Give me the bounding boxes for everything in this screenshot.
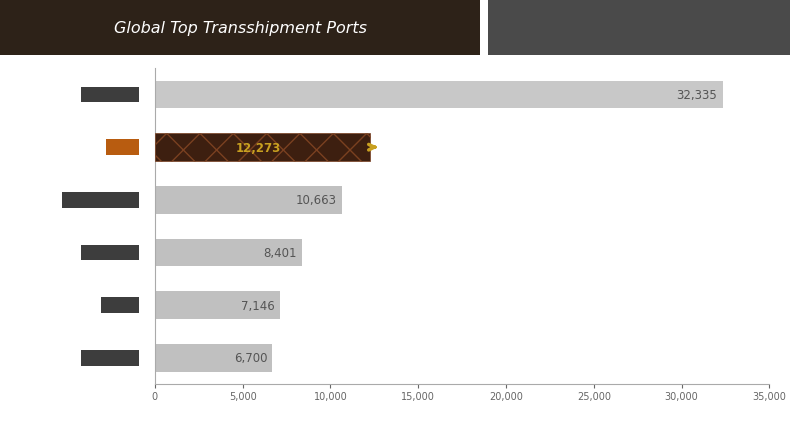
Text: 7,146: 7,146: [241, 299, 275, 312]
Bar: [155, 292, 280, 319]
Text: 12,273: 12,273: [235, 141, 281, 154]
Text: 6,700: 6,700: [234, 351, 267, 365]
Bar: [81, 350, 139, 366]
Bar: [155, 82, 723, 109]
Bar: [81, 245, 139, 261]
Bar: [100, 297, 139, 314]
Text: 10,663: 10,663: [295, 194, 337, 207]
Bar: [155, 134, 371, 161]
Text: Global Top Transshipment Ports: Global Top Transshipment Ports: [114, 20, 367, 36]
Bar: [81, 87, 139, 103]
Bar: [155, 187, 342, 214]
Bar: [62, 193, 139, 208]
Text: 8,401: 8,401: [264, 246, 297, 259]
Bar: [155, 344, 273, 371]
Text: 32,335: 32,335: [677, 89, 717, 102]
Bar: [106, 140, 139, 155]
Bar: [155, 239, 303, 267]
